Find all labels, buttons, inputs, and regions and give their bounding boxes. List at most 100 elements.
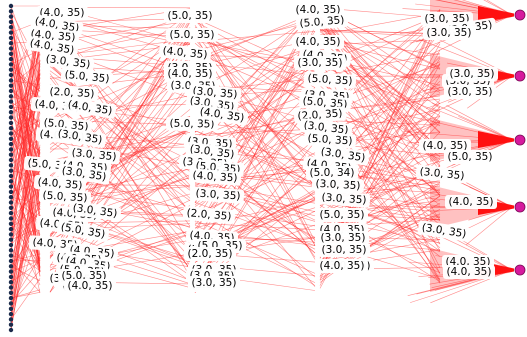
edge-label-box xyxy=(184,247,236,261)
edge xyxy=(194,9,316,242)
edge-label-text: (5.0, 35) xyxy=(448,151,493,163)
edge-label-text: (3.0, 35) xyxy=(321,232,366,244)
edge xyxy=(194,32,316,187)
edge-label-text: (5.0, 35) xyxy=(168,10,213,22)
edge-label: (4.0, 35) xyxy=(164,67,216,81)
edge xyxy=(194,128,316,135)
edge-label: (3.0, 35) xyxy=(317,231,369,245)
edge-label-text: (3.0, 35) xyxy=(322,244,367,256)
edge-label-text: (4.0, 35) xyxy=(423,140,468,152)
source-node xyxy=(8,110,14,115)
source-node xyxy=(8,168,14,173)
edge-label-box xyxy=(188,276,240,290)
edge-label: (5.0, 35) xyxy=(303,71,357,89)
edge xyxy=(459,178,513,208)
edge-label-box xyxy=(166,28,218,42)
edge-label-text: (5.0, 35) xyxy=(64,69,110,86)
edge xyxy=(194,51,316,105)
edge-label-text: (4.0, 35) xyxy=(447,266,492,278)
edge xyxy=(194,42,316,143)
edge-label: (5.0, 35) xyxy=(295,13,349,31)
edge-label: (4.0, 35) xyxy=(292,35,344,49)
edge-label-text: (4.0, 35) xyxy=(320,260,365,272)
edge-label: (2.0, 35) xyxy=(182,206,236,224)
source-node xyxy=(8,56,14,62)
edge-label: (4.0, 35) xyxy=(316,259,368,273)
source-node xyxy=(8,88,14,94)
edge-label-text: (5.0, 35) xyxy=(320,209,365,221)
source-node xyxy=(8,163,14,168)
sink-node xyxy=(514,264,526,276)
edge-label: (2.0, 35) xyxy=(45,84,99,102)
edge xyxy=(458,116,513,141)
edge-label: (3.0, 35) xyxy=(53,126,107,148)
edge-label-text: (4.0, 35) xyxy=(449,196,494,208)
edge xyxy=(10,292,41,299)
edge-label-box xyxy=(317,231,369,245)
source-node xyxy=(8,274,14,280)
edge xyxy=(10,37,41,141)
edge-label-text: (5.0, 35) xyxy=(299,14,345,30)
source-node xyxy=(8,205,14,210)
edge xyxy=(10,278,41,320)
edge-label-box xyxy=(56,220,110,242)
source-node xyxy=(8,200,14,205)
edge xyxy=(410,269,513,303)
edge-label: (4.0, 35) xyxy=(64,279,116,293)
edge-label-box xyxy=(316,259,368,273)
edge xyxy=(319,65,441,113)
edge xyxy=(10,16,41,256)
edge-label-box xyxy=(303,71,357,89)
edge-label-box xyxy=(164,67,216,81)
source-node xyxy=(8,115,14,120)
source-node xyxy=(8,317,14,322)
edge-label-text: (5.0, 35) xyxy=(307,132,353,147)
source-node xyxy=(8,147,14,152)
edge-label-text: (4.0, 35) xyxy=(162,45,208,62)
edge-label-box xyxy=(165,116,219,132)
edge xyxy=(194,161,316,215)
edge-label-text: (2.0, 35) xyxy=(297,107,343,122)
edge-label: (3.0, 35) xyxy=(188,276,240,290)
edge-label: (4.0, 35) xyxy=(292,3,344,17)
source-node xyxy=(8,30,14,35)
edge-label-box xyxy=(443,265,495,279)
edge-label-box xyxy=(292,3,344,17)
node-layer xyxy=(8,3,526,333)
edge xyxy=(10,257,41,304)
edge xyxy=(431,102,513,141)
source-node xyxy=(8,179,14,184)
source-node xyxy=(8,14,14,19)
edge-label-text: (4.0, 35) xyxy=(192,169,238,184)
source-node xyxy=(8,25,14,30)
edge-label-box xyxy=(164,9,216,23)
sink-node xyxy=(514,70,526,82)
edge xyxy=(319,25,441,181)
edge-label-box xyxy=(415,164,469,184)
edge-label-box xyxy=(45,84,99,102)
edge xyxy=(194,11,316,246)
edge-label-box xyxy=(295,13,349,31)
edge xyxy=(10,270,41,304)
source-node xyxy=(8,295,14,301)
edge-label: (3.0, 35) xyxy=(41,51,95,73)
source-node xyxy=(8,290,14,295)
edge xyxy=(319,52,441,77)
edge-label: (5.0, 35) xyxy=(165,116,219,132)
source-node xyxy=(8,9,14,14)
edge-label-text: (2.0, 35) xyxy=(186,207,232,223)
edge-label: (5.0, 35) xyxy=(38,188,92,206)
edge-label-box xyxy=(38,188,92,206)
edge-label-box xyxy=(419,139,471,153)
edge xyxy=(486,0,513,16)
edge-label-text: (3.0, 35) xyxy=(71,147,117,164)
edge xyxy=(49,121,191,266)
edge-label-text: (3.0, 35) xyxy=(419,166,465,183)
edge-label-box xyxy=(303,131,357,149)
edge-label-text: (5.0, 34) xyxy=(310,167,355,179)
source-node xyxy=(8,3,14,9)
edge-label-box xyxy=(311,176,365,194)
sink-node xyxy=(514,201,526,213)
edge-label-box xyxy=(25,36,79,58)
edge-label: (4.0, 35) xyxy=(445,195,497,209)
